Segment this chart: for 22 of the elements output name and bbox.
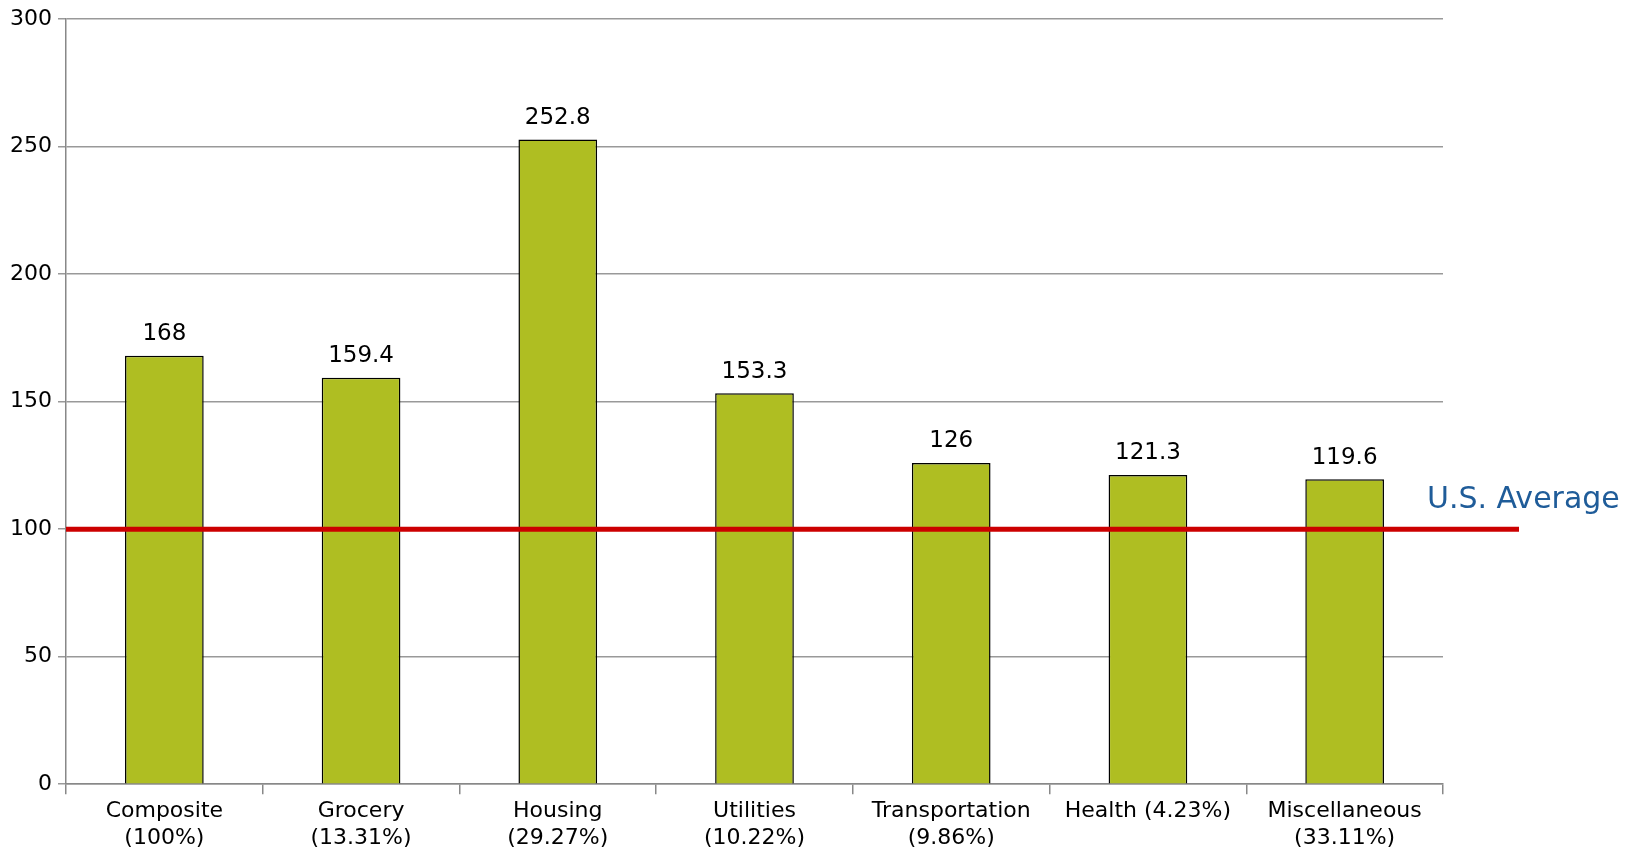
x-tick-label: Grocery (13.31%) xyxy=(310,797,412,849)
data-label: 168 xyxy=(142,319,187,346)
data-label: 153.3 xyxy=(721,356,788,383)
y-tick-label: 250 xyxy=(9,132,52,158)
ref-line-label: U.S. Average xyxy=(1427,480,1620,515)
y-tick-label: 200 xyxy=(9,259,52,285)
data-label: 252.8 xyxy=(524,103,591,130)
y-tick-label: 150 xyxy=(9,387,52,413)
data-label: 119.6 xyxy=(1311,442,1378,469)
x-tick-label: Transportation (9.86%) xyxy=(870,797,1031,849)
x-tick-label: Health (4.23%) xyxy=(1064,797,1232,823)
y-tick-label: 100 xyxy=(9,514,52,540)
y-tick-label: 50 xyxy=(23,642,52,668)
x-tick-label: Composite (100%) xyxy=(105,797,224,849)
x-tick-label: Utilities (10.22%) xyxy=(703,797,806,849)
data-label: 121.3 xyxy=(1115,438,1181,465)
data-label: 126 xyxy=(929,426,974,453)
x-tick-label: Miscellaneous (33.11%) xyxy=(1267,797,1422,849)
x-tick-label: Housing (29.27%) xyxy=(507,797,609,849)
y-tick-label: 300 xyxy=(9,4,52,30)
y-tick-label: 0 xyxy=(37,769,52,795)
data-label: 159.4 xyxy=(328,341,394,368)
